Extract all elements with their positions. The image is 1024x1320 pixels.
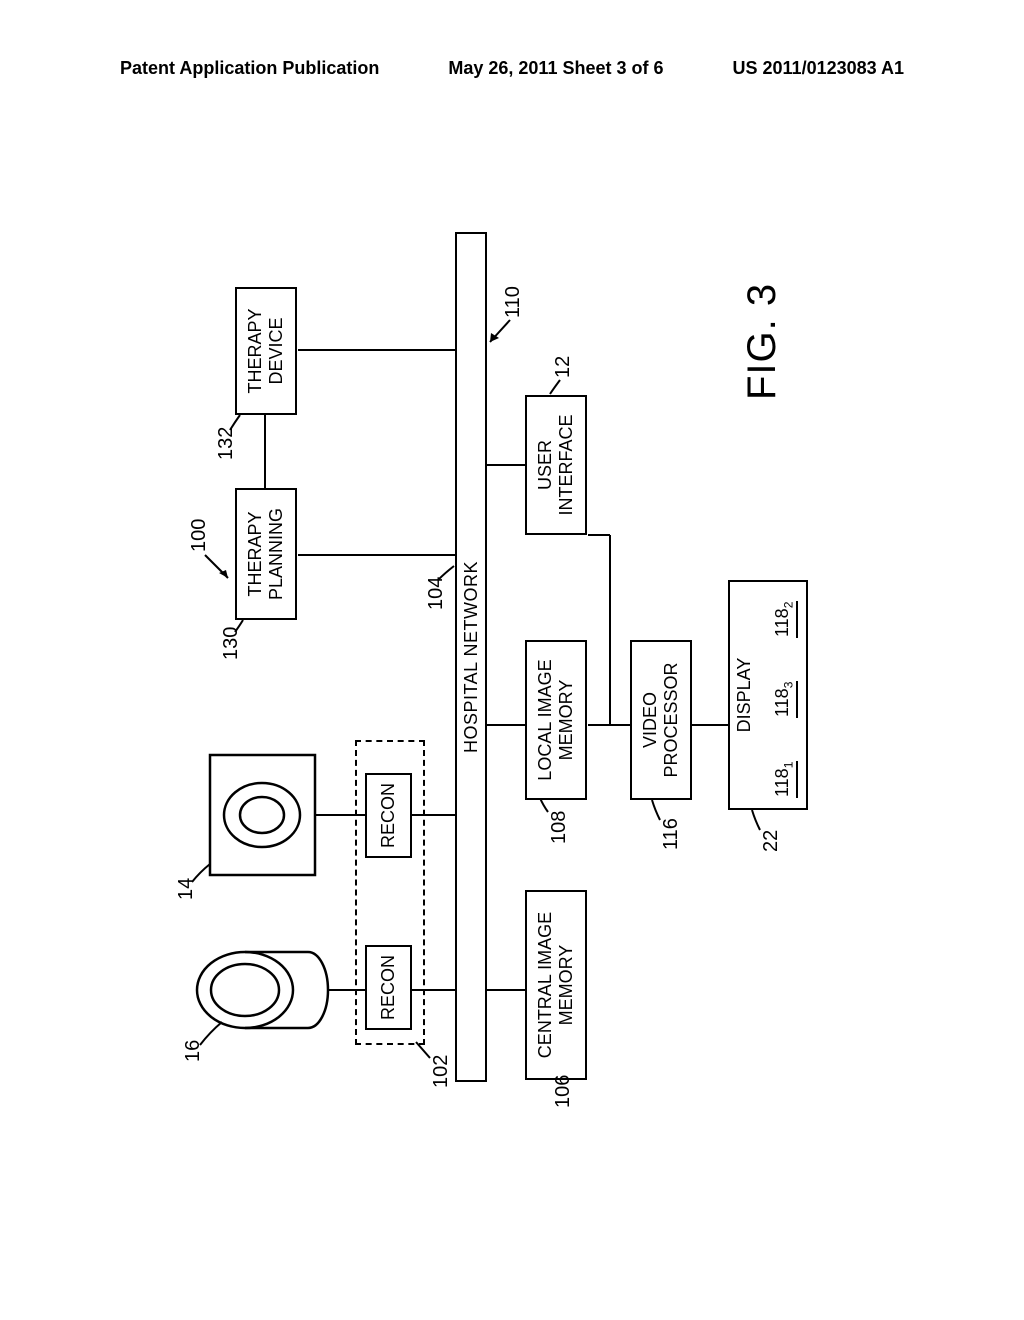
ref-108: 108 <box>548 811 571 844</box>
header-right: US 2011/0123083 A1 <box>733 58 904 79</box>
therapy-planning-label: THERAPY PLANNING <box>245 508 286 600</box>
hospital-network-label: HOSPITAL NETWORK <box>461 561 482 753</box>
recon-box-1: RECON <box>365 945 412 1030</box>
display-item-1: 1181 <box>772 761 798 798</box>
ref-132: 132 <box>215 427 238 460</box>
user-interface-box: USER INTERFACE <box>525 395 587 535</box>
video-processor-box: VIDEO PROCESSOR <box>630 640 692 800</box>
ref-116: 116 <box>660 818 683 850</box>
header-left: Patent Application Publication <box>120 58 379 79</box>
central-image-memory-box: CENTRAL IMAGE MEMORY <box>525 890 587 1080</box>
local-image-memory-label: LOCAL IMAGE MEMORY <box>535 659 576 780</box>
ref-104: 104 <box>425 577 448 610</box>
page-header: Patent Application Publication May 26, 2… <box>0 58 1024 79</box>
therapy-planning-box: THERAPY PLANNING <box>235 488 297 620</box>
ref-102: 102 <box>430 1055 453 1088</box>
ref-110: 110 <box>502 286 525 318</box>
user-interface-label: USER INTERFACE <box>535 415 576 516</box>
figure-label: FIG. 3 <box>740 283 785 400</box>
ref-106: 106 <box>552 1075 575 1108</box>
video-processor-label: VIDEO PROCESSOR <box>640 662 681 777</box>
local-image-memory-box: LOCAL IMAGE MEMORY <box>525 640 587 800</box>
ref-22: 22 <box>760 830 783 852</box>
hospital-network-box: HOSPITAL NETWORK <box>455 232 487 1082</box>
central-image-memory-label: CENTRAL IMAGE MEMORY <box>535 912 576 1058</box>
recon-1-label: RECON <box>378 955 399 1020</box>
display-item-3: 1182 <box>772 601 798 638</box>
therapy-device-label: THERAPY DEVICE <box>245 308 286 393</box>
therapy-device-box: THERAPY DEVICE <box>235 287 297 415</box>
diagram-canvas: RECON RECON THERAPY PLANNING THERAPY DEV… <box>180 180 840 1100</box>
display-item-2: 1183 <box>772 681 798 718</box>
recon-box-2: RECON <box>365 773 412 858</box>
ref-14: 14 <box>175 878 198 900</box>
ref-16: 16 <box>182 1040 205 1062</box>
display-box: DISPLAY 1181 1183 1182 <box>728 580 808 810</box>
figure-rotated-container: RECON RECON THERAPY PLANNING THERAPY DEV… <box>50 310 970 970</box>
header-center: May 26, 2011 Sheet 3 of 6 <box>448 58 663 79</box>
ref-130: 130 <box>220 627 243 660</box>
ref-12: 12 <box>552 356 575 378</box>
display-label: DISPLAY <box>734 658 755 733</box>
recon-2-label: RECON <box>378 783 399 848</box>
ref-100: 100 <box>188 519 211 552</box>
